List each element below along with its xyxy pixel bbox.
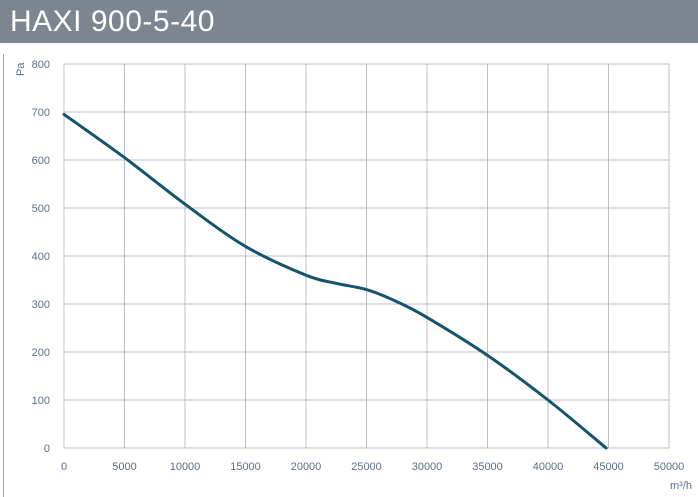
y-axis-label: Pa: [15, 62, 27, 76]
chart-title: HAXI 900-5-40: [10, 5, 215, 38]
x-axis-ticks: 0 5000 10000 15000 20000 25000 30000 35000 40000…: [61, 461, 684, 473]
y-tick-label-3: 300: [32, 299, 50, 311]
y-tick-label-6: 600: [32, 155, 50, 167]
y-tick-label-0: 0: [44, 443, 50, 455]
x-tick-label-7: 35000: [472, 461, 503, 473]
series-group: [62, 112, 608, 450]
accent-rule: [3, 54, 4, 497]
x-tick-label-8: 40000: [533, 461, 564, 473]
x-tick-label-4: 20000: [291, 461, 322, 473]
y-tick-label-1: 100: [32, 395, 50, 407]
x-tick-label-1: 5000: [112, 461, 136, 473]
y-tick-label-8: 800: [32, 59, 50, 71]
x-axis-label: m³/h: [670, 480, 692, 492]
title-bar: HAXI 900-5-40: [0, 0, 698, 43]
grid: [63, 63, 670, 449]
x-tick-label-5: 25000: [351, 461, 382, 473]
y-axis-ticks: 0 100 200 300 400 500 600 700 800: [32, 59, 50, 455]
x-tick-label-6: 30000: [412, 461, 443, 473]
x-tick-label-10: 50000: [654, 461, 685, 473]
y-tick-label-5: 500: [32, 203, 50, 215]
y-tick-label-7: 700: [32, 107, 50, 119]
x-tick-label-3: 15000: [230, 461, 261, 473]
y-tick-label-4: 400: [32, 251, 50, 263]
y-tick-label-2: 200: [32, 347, 50, 359]
x-tick-label-0: 0: [61, 461, 67, 473]
x-tick-label-9: 45000: [593, 461, 624, 473]
series-line-0: [62, 112, 608, 450]
x-tick-label-2: 10000: [170, 461, 201, 473]
